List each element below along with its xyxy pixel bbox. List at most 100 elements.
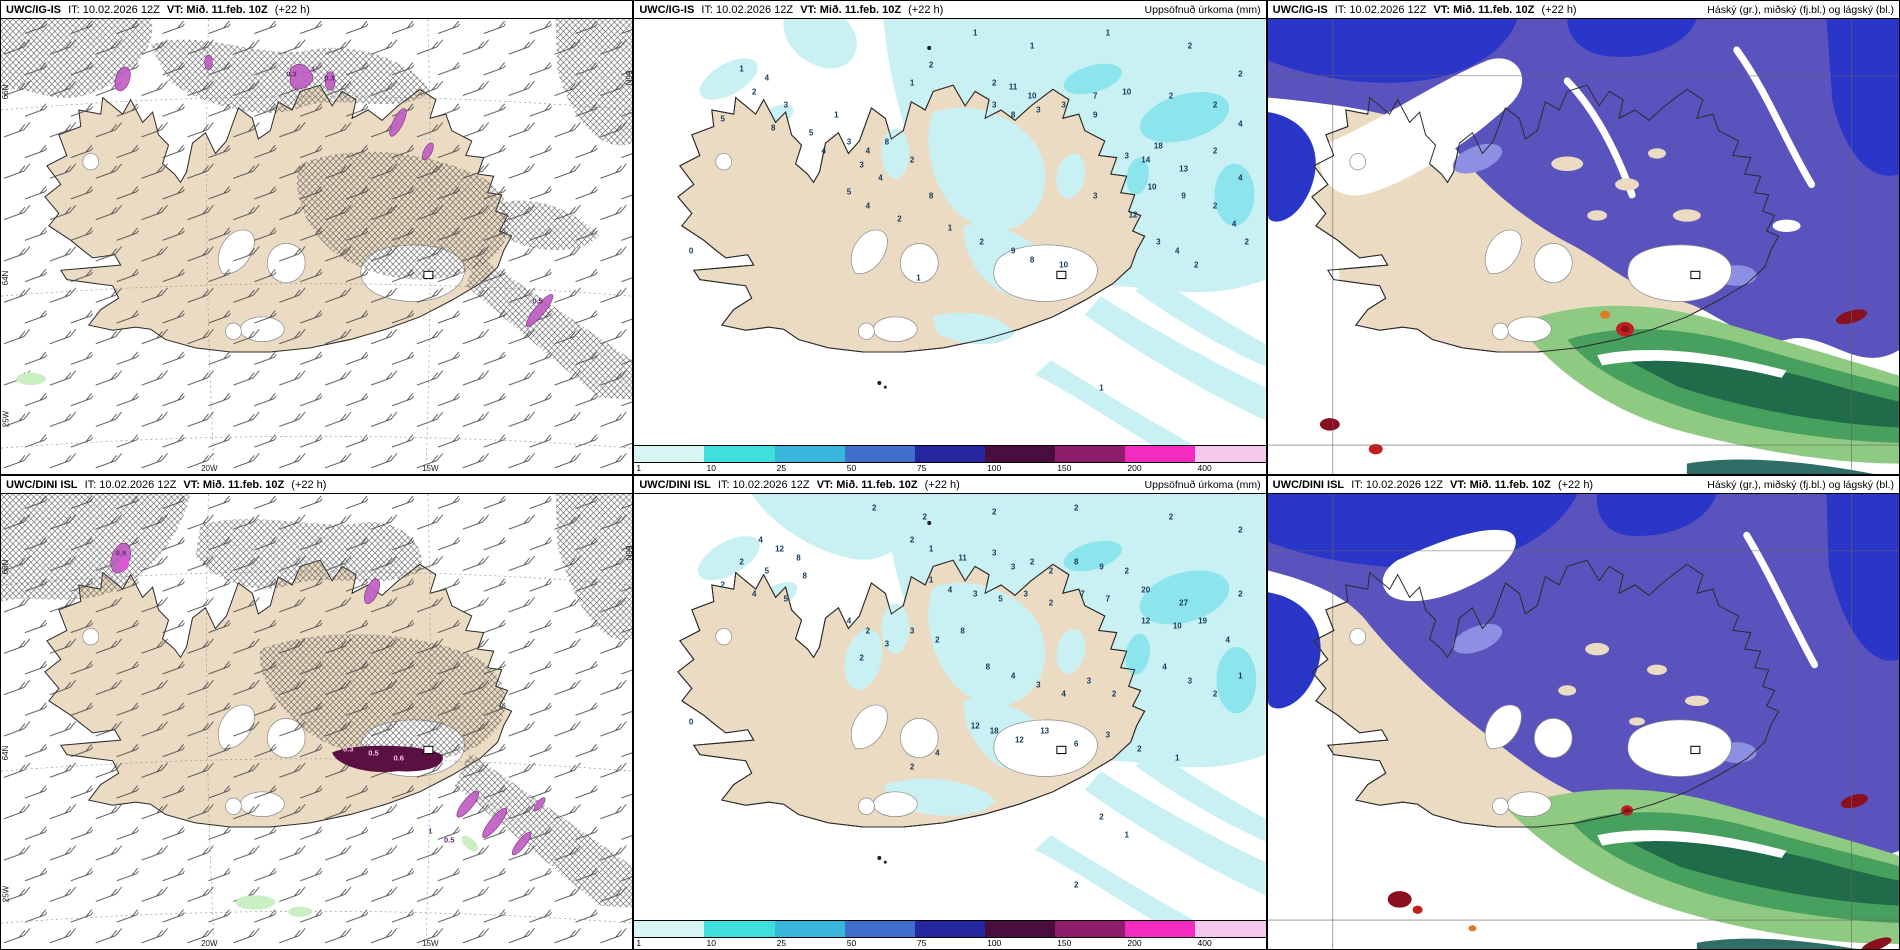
panel-precip-igis: UWC/IG-IS IT: 10.02.2026 12Z VT: Mið. 11…	[633, 0, 1267, 475]
scale-segment	[914, 446, 986, 462]
precip-color-scale: 1 10 25 50 75 100 150 200 400	[634, 920, 1266, 949]
wind-map	[1, 19, 633, 474]
scale-tick-label: 200	[1127, 938, 1142, 948]
lead-time: (+22 h)	[908, 3, 944, 16]
scale-tick-label: 150	[1057, 463, 1072, 473]
cloud-map	[1267, 494, 1899, 949]
init-time: IT: 10.02.2026 12Z	[1351, 478, 1443, 491]
scale-tick-label: 10	[706, 938, 716, 948]
scale-colors	[634, 446, 1266, 463]
graticule	[1267, 494, 1899, 949]
island-vestmannaeyjar	[877, 855, 882, 861]
model-name: UWC/DINI ISL	[1272, 478, 1345, 491]
high-cloud-green-field	[1507, 789, 1899, 949]
precip-map	[634, 19, 1266, 474]
lead-time: (+22 h)	[291, 478, 327, 491]
scale-segment	[774, 446, 845, 462]
island-vestmannaeyjar	[884, 860, 888, 864]
graticule	[1267, 19, 1899, 474]
model-name: UWC/DINI ISL	[639, 478, 711, 491]
panel-title: UWC/DINI ISL IT: 10.02.2026 12Z VT: Mið.…	[1273, 476, 1593, 494]
panel-title: UWC/DINI ISL IT: 10.02.2026 12Z VT: Mið.…	[6, 476, 326, 494]
severe-wind-areas	[110, 542, 546, 917]
scale-labels: 1 10 25 50 75 100 150 200 400	[634, 938, 1265, 949]
scale-tick-label: 150	[1057, 938, 1072, 948]
precip-map	[634, 494, 1266, 949]
model-name: UWC/IG-IS	[6, 3, 61, 16]
scale-tick-label: 400	[1197, 938, 1212, 948]
scale-tick-label: 50	[846, 938, 857, 948]
map-area	[1267, 494, 1899, 949]
station-marker	[1056, 270, 1067, 280]
low-cloud-field	[1267, 19, 1899, 286]
scale-segment	[844, 446, 915, 462]
gale-hatch-areas	[1, 19, 633, 400]
panel-subtitle: Uppsöfnuð úrkoma (mm)	[1144, 478, 1261, 491]
panel-title: UWC/DINI ISL IT: 10.02.2026 12Z VT: Mið.…	[639, 476, 959, 494]
precip-color-scale: 1 10 25 50 75 100 150 200 400	[634, 445, 1266, 474]
scale-tick-label: 10	[706, 463, 716, 473]
scale-segment	[1195, 921, 1266, 937]
island-vestmannaeyjar	[884, 385, 888, 389]
valid-time: VT: Mið. 11.feb. 10Z	[183, 478, 285, 491]
station-marker	[423, 270, 434, 280]
severe-wind-areas	[15, 54, 554, 386]
scale-tick-label: 75	[916, 938, 927, 948]
scale-segment	[1125, 446, 1196, 462]
clear-gaps	[1267, 529, 1818, 809]
map-area: 0.3 0.5 0.6 1 0.5 0.9 66N 64N 25W 66N 20W 15W	[1, 494, 633, 949]
valid-time: VT: Mið. 11.feb. 10Z	[1450, 478, 1551, 491]
scale-tick-label: 1	[636, 463, 642, 473]
panel-header: UWC/DINI ISL IT: 10.02.2026 12Z VT: Mið.…	[1, 476, 633, 494]
scale-segment	[844, 921, 915, 937]
valid-time: VT: Mið. 11.feb. 10Z	[1433, 3, 1535, 16]
init-time: IT: 10.02.2026 12Z	[701, 3, 794, 16]
dense-cloud-spots	[1387, 794, 1892, 949]
gale-hatch-areas	[1, 494, 633, 908]
panel-header: UWC/DINI ISL IT: 10.02.2026 12Z VT: Mið.…	[1267, 476, 1899, 494]
station-marker	[1056, 745, 1067, 755]
panel-header: UWC/IG-IS IT: 10.02.2026 12Z VT: Mið. 11…	[1, 1, 633, 19]
panel-header: UWC/IG-IS IT: 10.02.2026 12Z VT: Mið. 11…	[634, 1, 1266, 19]
panel-title: UWC/IG-IS IT: 10.02.2026 12Z VT: Mið. 11…	[1273, 1, 1577, 19]
panel-header: UWC/IG-IS IT: 10.02.2026 12Z VT: Mið. 11…	[1267, 1, 1899, 19]
scale-tick-label: 1	[636, 938, 642, 948]
scale-segment	[704, 921, 775, 937]
scale-tick-label: 100	[987, 938, 1002, 948]
scale-tick-label: 75	[916, 463, 927, 473]
map-area: 0.3 1 0.3 0.5 66N 64N 25W 66N 20W 15W	[1, 19, 633, 474]
scale-tick-label: 50	[846, 463, 857, 473]
scale-segment	[1125, 921, 1196, 937]
scale-tick-label: 200	[1127, 463, 1142, 473]
lead-time: (+22 h)	[1557, 478, 1594, 491]
station-marker	[1690, 745, 1701, 755]
lead-time: (+22 h)	[1541, 3, 1577, 16]
valid-time: VT: Mið. 11.feb. 10Z	[816, 478, 918, 491]
wind-map	[1, 494, 633, 949]
init-time: IT: 10.02.2026 12Z	[68, 3, 160, 16]
panel-clouds-dini: UWC/DINI ISL IT: 10.02.2026 12Z VT: Mið.…	[1266, 475, 1900, 950]
init-time: IT: 10.02.2026 12Z	[1334, 3, 1427, 16]
model-name: UWC/IG-IS	[639, 3, 695, 16]
scale-labels: 1 10 25 50 75 100 150 200 400	[634, 463, 1265, 474]
scale-tick-label: 25	[776, 938, 787, 948]
scale-segment	[985, 446, 1056, 462]
scale-segment	[914, 921, 986, 937]
station-marker	[423, 745, 434, 755]
scale-segment	[634, 921, 705, 937]
init-time: IT: 10.02.2026 12Z	[84, 478, 177, 491]
panel-subtitle: Háský (gr.), miðský (fj.bl.) og lágský (…	[1707, 478, 1894, 491]
model-name: UWC/IG-IS	[1272, 3, 1328, 16]
scale-segment	[1195, 446, 1266, 462]
scale-tick-label: 400	[1197, 463, 1212, 473]
scale-segment	[634, 446, 705, 462]
island-grimsey	[927, 45, 932, 51]
cloud-map	[1267, 19, 1899, 474]
scale-tick-label: 100	[987, 463, 1002, 473]
model-name: UWC/DINI ISL	[6, 478, 78, 491]
map-area: 2 2 2 2 2 2 4 12 8 2 5 8 2 4 5 2 1 11 3 3 2 2 8 9 2 1 4 3 5 3 2 7 7 20 27 2…	[634, 494, 1266, 949]
panel-wind-igis: UWC/IG-IS IT: 10.02.2026 12Z VT: Mið. 11…	[0, 0, 634, 475]
valid-time: VT: Mið. 11.feb. 10Z	[166, 3, 268, 16]
lead-time: (+22 h)	[924, 478, 960, 491]
